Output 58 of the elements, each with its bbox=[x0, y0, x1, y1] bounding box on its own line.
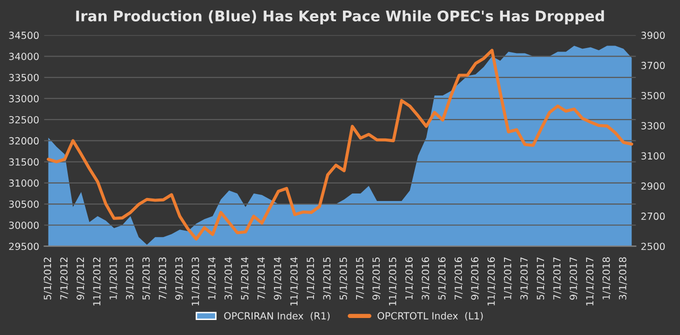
x-tick-label: 1/1/2015 bbox=[306, 257, 315, 300]
x-tick-label: 9/1/2017 bbox=[570, 257, 578, 300]
y-tick-label: 29500 bbox=[9, 242, 39, 250]
x-tick-label: 9/1/2013 bbox=[175, 257, 184, 300]
x-tick-label: 5/1/2012 bbox=[44, 258, 52, 300]
x-tick-label: 11/1/2013 bbox=[192, 257, 200, 306]
y2-tick-label: 2500 bbox=[641, 242, 665, 250]
y2-tick-label: 3700 bbox=[641, 62, 665, 70]
x-tick-label: 1/1/2017 bbox=[504, 257, 512, 300]
y-tick-label: 31000 bbox=[9, 179, 39, 187]
x-tick-label: 3/1/2018 bbox=[618, 257, 628, 300]
x-tick-label: 1/1/2013 bbox=[110, 257, 118, 300]
x-tick-label: 11/1/2015 bbox=[388, 257, 397, 306]
x-tick-label: 11/1/2014 bbox=[290, 257, 298, 306]
y-tick-label: 33000 bbox=[9, 94, 39, 102]
y-tick-label: 33500 bbox=[9, 74, 39, 82]
x-tick-label: 5/1/2017 bbox=[536, 257, 545, 300]
y-tick-label: 30000 bbox=[9, 222, 39, 229]
x-tick-label: 11/1/2012 bbox=[93, 258, 102, 306]
x-tick-label: 9/1/2015 bbox=[372, 257, 381, 300]
x-tick-label: 3/1/2013 bbox=[126, 257, 134, 300]
y-tick-label: 34500 bbox=[9, 32, 39, 40]
x-tick-label: 7/1/2016 bbox=[454, 257, 463, 300]
y-tick-label: 32000 bbox=[9, 137, 39, 145]
y2-tick-label: 2700 bbox=[641, 212, 665, 220]
x-tick-label: 1/1/2014 bbox=[208, 257, 216, 300]
x-tick-label: 7/1/2012 bbox=[60, 258, 68, 300]
x-tick-label: 9/1/2014 bbox=[274, 257, 282, 300]
chart-title: Iran Production (Blue) Has Kept Pace While OPEC's Has Dropped bbox=[76, 10, 604, 24]
legend-label: OPCRIRAN Index (R1) bbox=[224, 312, 330, 321]
x-tick-label: 9/1/2012 bbox=[76, 258, 85, 300]
y-tick-label: 34000 bbox=[9, 52, 39, 60]
x-tick-label: 5/1/2013 bbox=[142, 257, 150, 300]
x-tick-label: 11/1/2017 bbox=[586, 257, 594, 306]
x-tick-label: 7/1/2017 bbox=[553, 257, 562, 300]
y2-tick-label: 2900 bbox=[641, 182, 665, 190]
x-tick-label: 7/1/2014 bbox=[257, 257, 266, 300]
y-tick-label: 30500 bbox=[9, 200, 39, 208]
x-tick-label: 1/1/2016 bbox=[405, 257, 414, 300]
y-tick-label: 32500 bbox=[9, 116, 39, 124]
x-tick-label: 3/1/2015 bbox=[323, 257, 332, 300]
x-tick-label: 5/1/2014 bbox=[240, 257, 250, 300]
x-tick-label: 9/1/2016 bbox=[471, 257, 480, 300]
x-tick-label: 7/1/2013 bbox=[158, 257, 167, 300]
y2-tick-label: 3100 bbox=[641, 152, 665, 160]
x-tick-label: 3/1/2014 bbox=[224, 257, 233, 300]
y2-tick-label: 3500 bbox=[641, 92, 665, 100]
y2-tick-label: 3900 bbox=[641, 32, 665, 40]
x-tick-label: 5/1/2016 bbox=[438, 257, 446, 300]
x-tick-label: 3/1/2017 bbox=[520, 257, 528, 300]
y2-tick-label: 3300 bbox=[641, 122, 665, 130]
x-tick-label: 1/1/2018 bbox=[602, 257, 611, 300]
x-tick-label: 7/1/2015 bbox=[356, 257, 364, 300]
x-tick-label: 3/1/2016 bbox=[422, 257, 430, 300]
y-tick-label: 31500 bbox=[9, 158, 39, 166]
x-tick-label: 11/1/2016 bbox=[487, 257, 496, 306]
x-tick-label: 5/1/2015 bbox=[340, 257, 348, 300]
legend-label: OPCRTOTL Index (L1) bbox=[378, 312, 483, 321]
